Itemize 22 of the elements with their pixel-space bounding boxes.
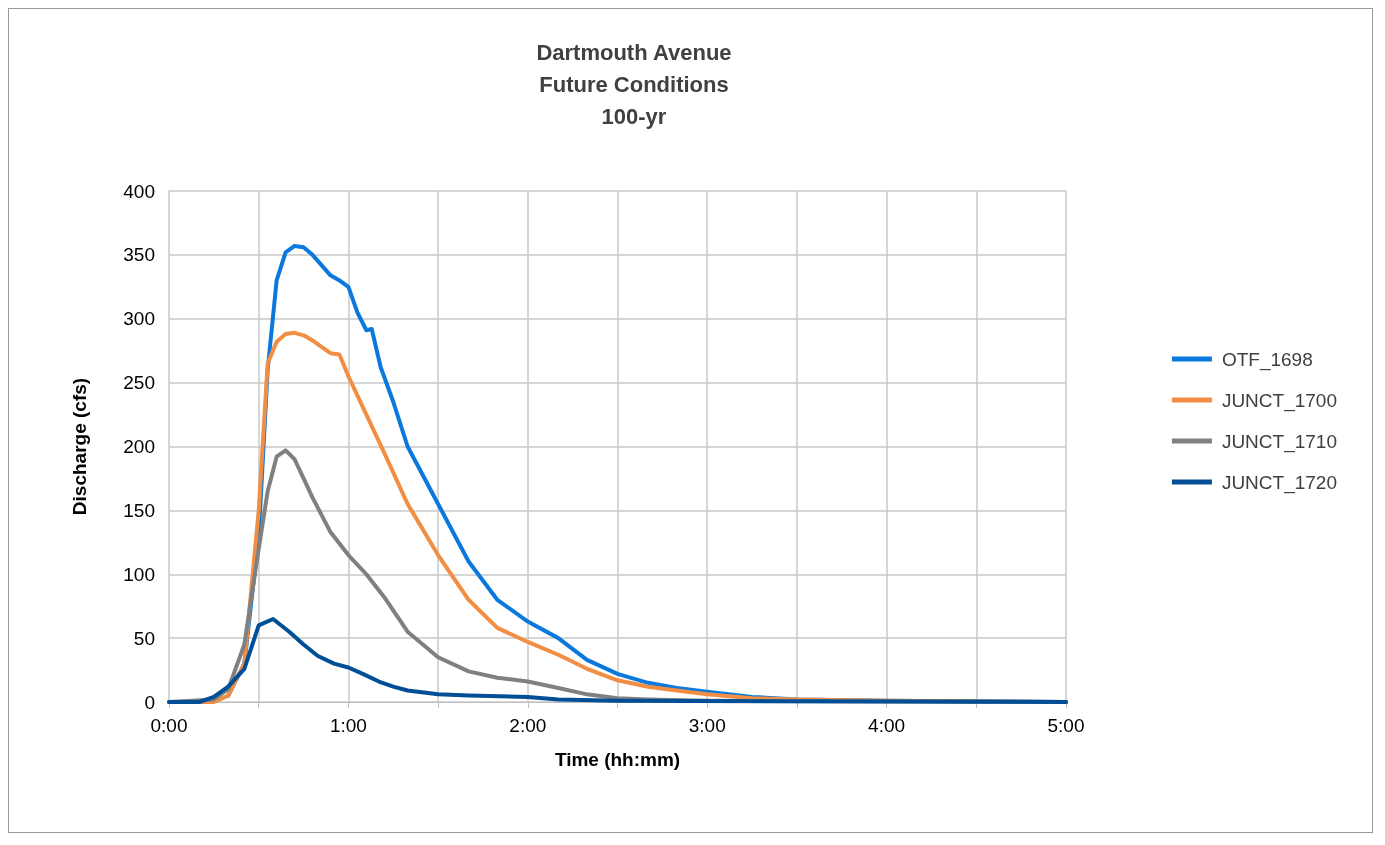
x-tick-label: 3:00: [688, 715, 726, 736]
y-tick-label: 0: [144, 691, 155, 713]
legend-label: OTF_1698: [1221, 348, 1313, 371]
y-tick-label: 400: [123, 180, 155, 202]
chart-title: Dartmouth Avenue Future Conditions 100-yr: [536, 39, 732, 129]
y-tick-label: 100: [123, 563, 155, 585]
x-tick-label: 2:00: [509, 715, 547, 736]
y-tick-label: 250: [123, 372, 155, 394]
y-tick-label: 350: [123, 244, 155, 266]
x-tick-label: 5:00: [1047, 715, 1085, 736]
y-tick-label: 200: [123, 436, 155, 457]
x-tick-label: 0:00: [150, 715, 188, 736]
legend-label: JUNCT_1720: [1221, 471, 1338, 494]
y-tick-label: 50: [133, 627, 155, 649]
y-tick-label: 150: [123, 499, 155, 521]
x-axis-title: Time (hh:mm): [554, 749, 681, 770]
x-tick-label: 1:00: [329, 715, 367, 736]
x-tick-label: 4:00: [868, 715, 906, 736]
y-axis-title: Discharge (cfs): [69, 377, 90, 516]
y-tick-label: 300: [123, 308, 155, 330]
legend-label: JUNCT_1700: [1221, 389, 1338, 412]
legend-label: JUNCT_1710: [1221, 430, 1338, 453]
